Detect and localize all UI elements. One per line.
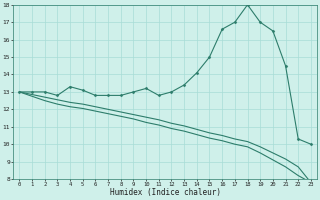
X-axis label: Humidex (Indice chaleur): Humidex (Indice chaleur): [110, 188, 220, 197]
